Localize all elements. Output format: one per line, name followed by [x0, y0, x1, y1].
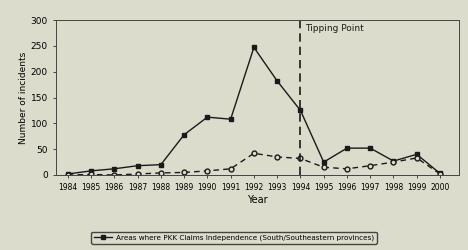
Y-axis label: Number of incidents: Number of incidents: [19, 52, 28, 144]
Text: Tipping Point: Tipping Point: [305, 24, 364, 33]
Legend: Areas where PKK Claims Independence (South/Southeastern provinces): Areas where PKK Claims Independence (Sou…: [91, 232, 377, 244]
X-axis label: Year: Year: [247, 195, 268, 205]
